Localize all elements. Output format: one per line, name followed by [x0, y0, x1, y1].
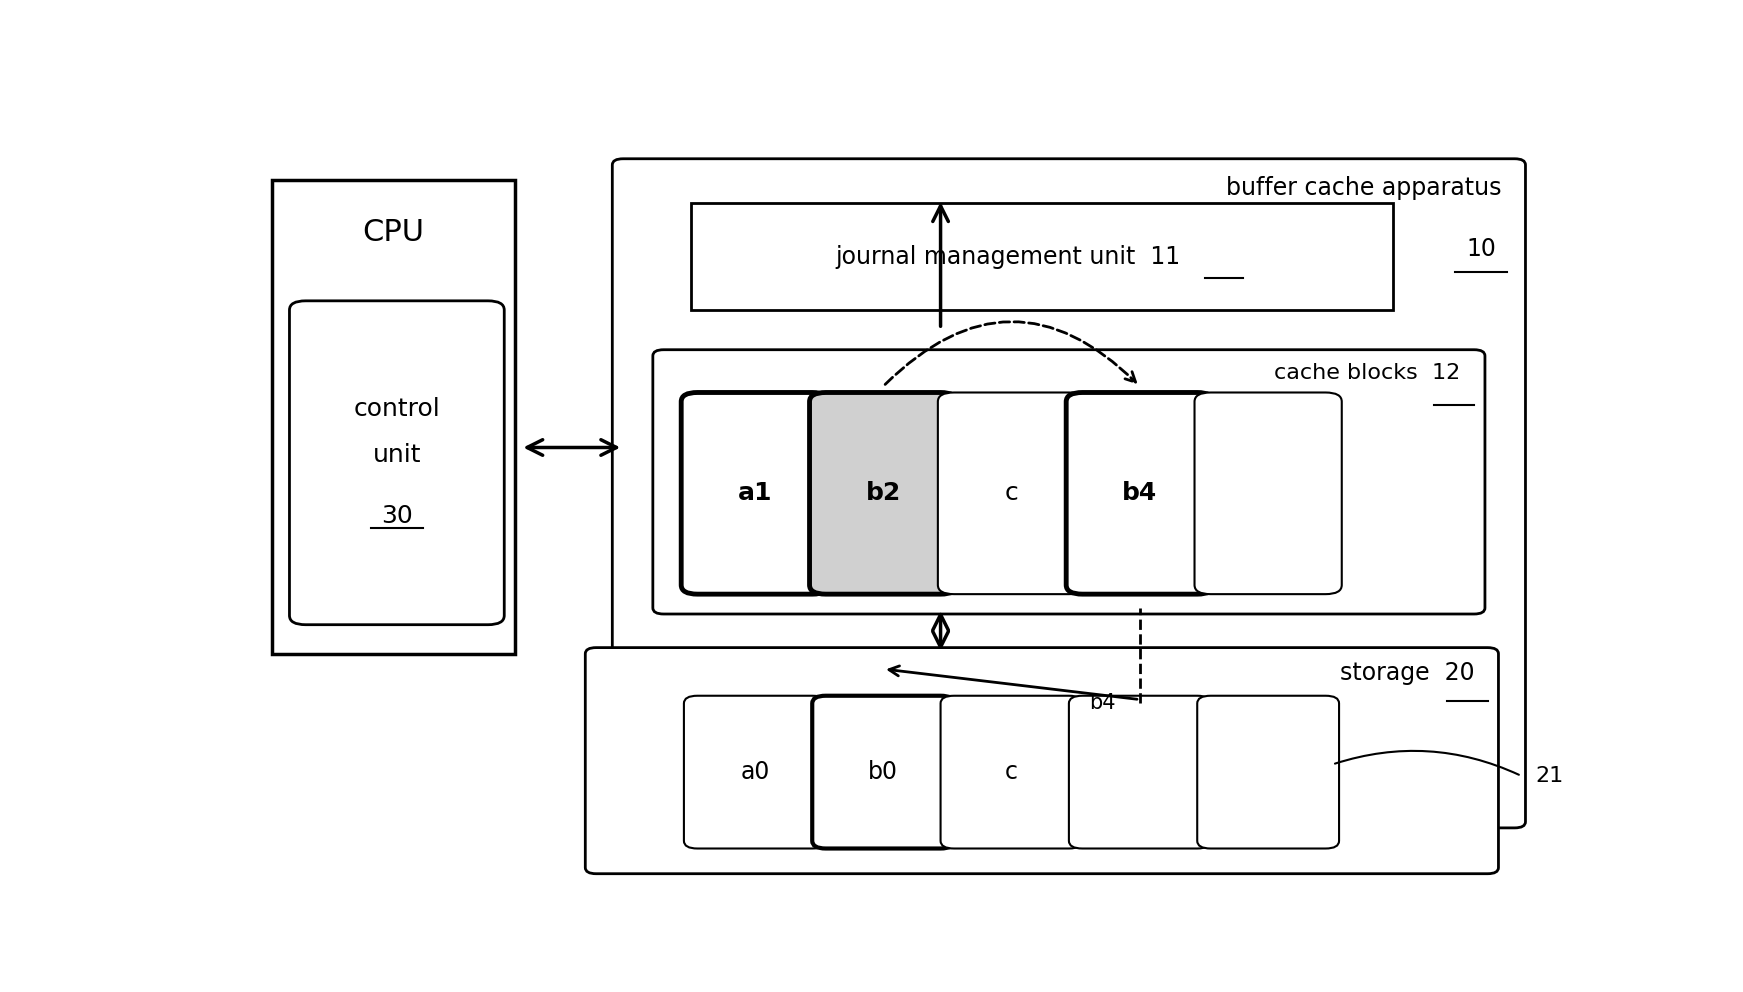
Text: cache blocks  12: cache blocks 12	[1274, 363, 1461, 384]
FancyBboxPatch shape	[1197, 695, 1339, 848]
FancyBboxPatch shape	[1194, 393, 1342, 594]
Text: b2: b2	[866, 481, 901, 505]
Bar	[690, 203, 1393, 310]
FancyBboxPatch shape	[812, 695, 953, 848]
Text: b0: b0	[868, 760, 898, 784]
Text: unit: unit	[373, 443, 422, 467]
Text: CPU: CPU	[363, 218, 425, 247]
Text: c: c	[1006, 760, 1018, 784]
Text: 30: 30	[382, 504, 413, 528]
Text: journal management unit  11: journal management unit 11	[835, 245, 1180, 269]
FancyBboxPatch shape	[683, 695, 826, 848]
Text: c: c	[1004, 481, 1018, 505]
FancyBboxPatch shape	[809, 393, 957, 594]
Text: a0: a0	[741, 760, 769, 784]
Text: 21: 21	[1536, 766, 1563, 786]
Text: buffer cache apparatus: buffer cache apparatus	[1225, 177, 1501, 200]
Bar	[272, 181, 516, 654]
FancyBboxPatch shape	[586, 648, 1499, 874]
Text: a1: a1	[737, 481, 772, 505]
Text: b4: b4	[1122, 481, 1157, 505]
FancyBboxPatch shape	[941, 695, 1082, 848]
FancyBboxPatch shape	[289, 301, 504, 625]
FancyBboxPatch shape	[612, 159, 1525, 828]
FancyBboxPatch shape	[938, 393, 1086, 594]
Text: storage  20: storage 20	[1340, 662, 1475, 685]
Text: control: control	[354, 398, 441, 422]
FancyBboxPatch shape	[1068, 695, 1211, 848]
FancyBboxPatch shape	[1067, 393, 1213, 594]
FancyBboxPatch shape	[682, 393, 828, 594]
FancyBboxPatch shape	[654, 350, 1485, 614]
Text: b4: b4	[1089, 693, 1116, 713]
Text: 10: 10	[1466, 237, 1495, 262]
